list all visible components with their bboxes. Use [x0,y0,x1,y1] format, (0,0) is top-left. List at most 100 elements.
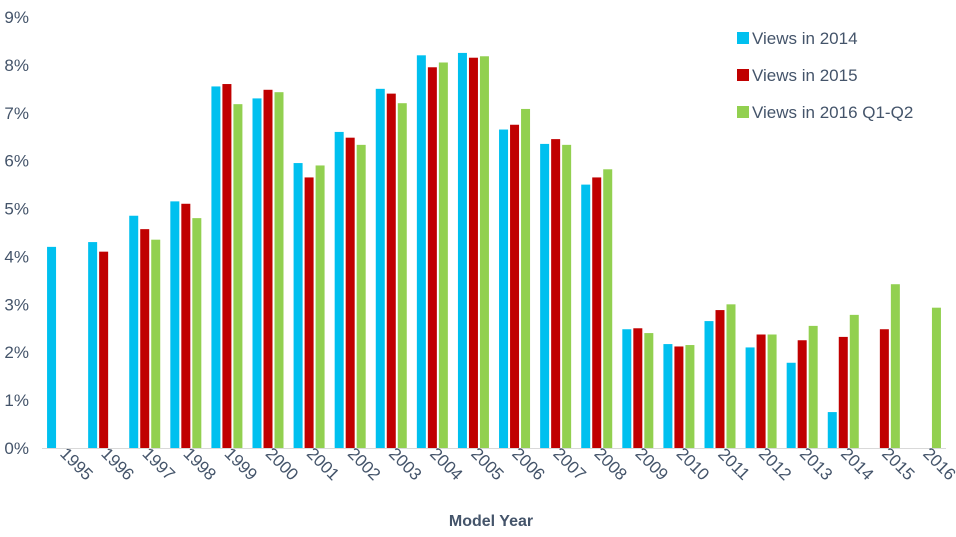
x-axis: 1995 1996 1997 1998 1999 2000 2001 2002 2003 2004… [56,444,956,484]
legend-swatch [737,69,749,81]
bar [827,412,837,448]
bar [715,310,725,448]
x-tick-label: 1998 [180,444,220,484]
bar [510,124,520,448]
bar [457,52,467,449]
x-tick-label: 1995 [56,444,96,484]
bar [499,129,509,449]
x-tick-label: 2015 [878,444,918,484]
y-tick-label: 9% [4,8,29,27]
bar [151,239,161,448]
bar [438,62,448,449]
bar [849,314,859,448]
bar [808,325,818,448]
y-tick-label: 4% [4,247,29,266]
y-tick-label: 7% [4,104,29,123]
bar [375,88,385,448]
bars [47,52,941,449]
bar [540,143,550,448]
x-tick-label: 1999 [221,444,261,484]
legend-swatch [737,32,749,44]
bar [931,307,941,448]
bar [786,362,796,448]
bar [129,215,139,448]
bar [622,329,632,448]
x-tick-label: 1996 [97,444,137,484]
legend-label: Views in 2015 [752,66,858,85]
bar [521,108,531,448]
x-tick-label: 2008 [591,444,631,484]
bar [879,329,889,448]
bar [797,340,807,448]
x-tick-label: 2006 [508,444,548,484]
bar [745,347,755,448]
bar [663,344,673,448]
y-tick-label: 6% [4,152,29,171]
x-tick-label: 2009 [632,444,672,484]
bar [47,246,57,448]
legend-label: Views in 2016 Q1-Q2 [752,103,913,122]
x-tick-label: 2011 [714,444,753,483]
bar [192,218,202,448]
x-tick-label: 2016 [919,444,956,484]
bar [890,284,900,448]
bar [726,304,736,448]
legend: Views in 2014 Views in 2015 Views in 2016 … [737,29,913,122]
x-tick-label: 2002 [344,444,384,484]
bar [685,345,695,448]
x-tick-label: 2004 [426,444,466,484]
bar [592,177,602,448]
bar [551,139,561,448]
bar [345,137,355,448]
bar [581,184,591,449]
bar [562,144,572,449]
x-tick-label: 2013 [796,444,836,484]
bar [88,242,98,448]
bar [211,86,221,448]
bar [304,177,314,448]
bar [397,103,407,448]
x-tick-label: 2007 [549,444,589,484]
bar [222,84,232,448]
y-tick-label: 3% [4,295,29,314]
bar [704,321,714,448]
bar [315,165,325,448]
bar [170,201,180,448]
bar [674,346,684,448]
bar [756,334,766,448]
bar [479,56,489,449]
bar [181,203,191,448]
x-tick-label: 2014 [837,444,877,484]
y-tick-label: 8% [4,56,29,75]
x-tick-label: 2001 [303,444,343,484]
bar [468,57,478,449]
bar [644,333,654,448]
x-tick-label: 2012 [755,444,795,484]
x-tick-label: 2005 [467,444,507,484]
bar [416,55,426,449]
y-tick-label: 0% [4,439,29,458]
x-tick-label: 1997 [139,444,179,484]
bar [838,336,848,448]
y-tick-label: 5% [4,200,29,219]
bar [767,334,777,448]
bar [334,131,344,448]
bar [603,169,613,449]
y-tick-label: 1% [4,391,29,410]
x-tick-label: 2000 [262,444,302,484]
bar [233,104,243,448]
y-axis: 0% 1% 2% 3% 4% 5% 6% 7% 8% 9% [4,8,29,458]
bar [386,93,396,449]
y-tick-label: 2% [4,343,29,362]
bar [274,92,284,448]
bar [263,89,273,448]
x-axis-label: Model Year [449,513,533,530]
x-tick-label: 2003 [385,444,425,484]
bar [293,163,303,448]
bar [427,67,437,448]
x-tick-label: 2010 [673,444,713,484]
bar [356,144,366,449]
bar [633,328,643,448]
legend-label: Views in 2014 [752,29,858,48]
